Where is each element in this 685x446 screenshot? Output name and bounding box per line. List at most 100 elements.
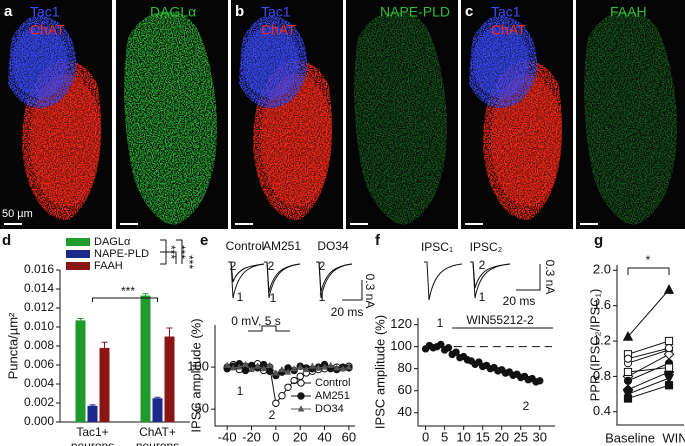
x-tick-label: 15 <box>475 429 489 444</box>
image-panel: a Tac1 ChAT 50 µm <box>0 0 112 229</box>
stain-red-glow <box>491 74 563 206</box>
marker <box>296 372 304 381</box>
bar <box>164 336 175 422</box>
y-tick-label: 80 <box>398 360 412 375</box>
y-tick-label: 0.010 <box>24 319 54 333</box>
significance-bracket <box>627 267 670 275</box>
marker <box>297 392 305 400</box>
annotation: 1 <box>479 290 486 304</box>
panel-label: a <box>4 3 13 20</box>
marker <box>333 364 340 371</box>
pair-line <box>627 371 670 391</box>
x-tick-label: 20 <box>293 429 307 444</box>
trace <box>316 261 353 293</box>
y-tick-label: 1.6 <box>593 297 611 312</box>
error-bar <box>154 396 161 399</box>
x-tick-label: 0 <box>422 429 429 444</box>
marker <box>536 377 544 385</box>
marker <box>297 379 305 387</box>
trace <box>470 261 511 299</box>
marker <box>278 392 286 400</box>
marker <box>290 365 298 372</box>
marker <box>266 367 274 375</box>
error-bar <box>77 317 84 321</box>
channel-label: Tac1 <box>30 4 60 20</box>
bar <box>152 398 163 422</box>
legend-swatch <box>66 262 90 270</box>
scale-bar-label: 50 µm <box>2 208 33 220</box>
pair-line <box>627 289 670 337</box>
bar <box>87 405 98 422</box>
legend-label: FAAH <box>94 260 123 272</box>
trace <box>228 261 265 283</box>
x-tick-label: 25 <box>514 429 528 444</box>
image-panel: NAPE-PLD <box>346 0 458 229</box>
marker <box>321 363 328 370</box>
x-tick-label: WIN <box>662 430 685 445</box>
annotation: * <box>646 253 651 267</box>
chart-g: g 0.4 0.8 1.2 1.6 2.0 PPR (IPSC₂/IPSC₁) * Baseli… <box>587 232 685 445</box>
pair-line <box>627 340 670 355</box>
annotation: 2 <box>479 258 486 272</box>
marker <box>223 361 231 368</box>
error-bar <box>89 404 96 406</box>
annotation: 20 ms <box>331 305 364 319</box>
axis-line <box>417 318 555 427</box>
marker <box>254 362 261 369</box>
annotation: *** <box>121 284 135 298</box>
channel-label: NAPE-PLD <box>380 4 450 20</box>
marker <box>309 362 316 369</box>
annotation: IPSC₂ <box>470 240 503 254</box>
x-tick-label: 10 <box>456 429 470 444</box>
y-tick-label: 100 <box>390 338 412 353</box>
annotation: Control <box>226 239 265 253</box>
marker <box>452 348 460 356</box>
y-tick-label: 2.0 <box>593 262 611 277</box>
y-tick-label: 0.4 <box>593 403 611 418</box>
stain-blue-glow <box>243 26 299 98</box>
bar <box>75 320 86 422</box>
marker <box>664 343 674 353</box>
y-tick-label: 40 <box>398 404 412 419</box>
annotation: 2 <box>319 259 326 273</box>
y-tick-label: 100 <box>187 359 209 374</box>
x-tick-label: -40 <box>218 429 237 444</box>
x-tick-label: 20 <box>494 429 508 444</box>
axis-line <box>214 325 355 427</box>
annotation: 1 <box>237 290 244 304</box>
x-tick-label: ChAT+ neurons <box>135 425 180 446</box>
x-tick-label: Tac1+ neurons <box>70 425 115 446</box>
annotation: 2 <box>269 408 276 422</box>
channel-label: Tac1 <box>261 4 291 20</box>
tissue <box>584 11 678 225</box>
chart-f: f 40 60 80 100 120 0 5 10 15 20 25 30 IPSC amplitude … <box>372 232 556 446</box>
marker <box>260 365 267 372</box>
x-tick-label: 60 <box>342 429 356 444</box>
tissue <box>354 11 448 225</box>
panel-label: b <box>235 3 244 20</box>
x-tick-label: 5 <box>441 429 448 444</box>
significance-bracket <box>92 297 158 302</box>
y-tick-label: 0.012 <box>24 300 54 314</box>
image-panel: FAAH <box>576 0 685 229</box>
pair-line <box>627 347 670 360</box>
stain-blue <box>469 16 537 108</box>
panel-label: f <box>375 232 381 249</box>
panel-label: e <box>200 232 208 249</box>
tissue <box>124 11 218 225</box>
annotation: 20 ms <box>503 294 536 308</box>
y-tick-label: 1.2 <box>593 332 611 347</box>
marker <box>284 368 292 375</box>
y-tick-label: 0.006 <box>24 357 54 371</box>
stain-blue-glow <box>12 26 68 98</box>
marker <box>622 389 634 400</box>
chart-d: d 0.000 0.002 0.004 0.006 0.008 0.010 0.012 0.01… <box>2 232 196 446</box>
panel-label: g <box>594 232 603 249</box>
channel-label: ChAT <box>30 22 65 38</box>
tissue <box>8 16 102 220</box>
legend-swatch <box>66 250 90 258</box>
stain-green <box>584 11 678 225</box>
marker <box>437 340 445 349</box>
annotation: *** <box>174 245 188 259</box>
